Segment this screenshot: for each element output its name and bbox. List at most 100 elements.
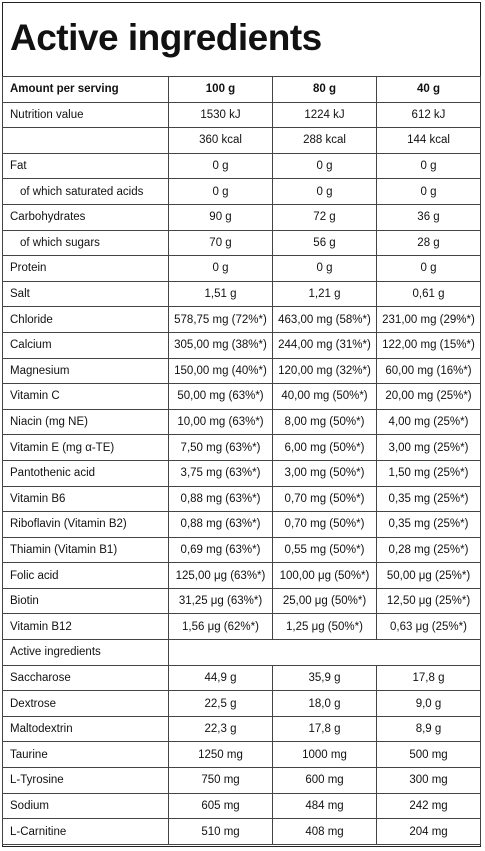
row-value: 70 g: [168, 229, 273, 257]
row-value: 3,00 mg (25%*): [376, 434, 481, 461]
row-value: 1,51 g: [168, 280, 273, 308]
row-value: 1,25 μg (50%*): [272, 613, 377, 641]
row-value: 605 mg: [168, 792, 273, 820]
row-label: Nutrition value: [2, 101, 169, 129]
row-value: 7,50 mg (63%*): [168, 434, 273, 461]
row-value: 20,00 mg (25%*): [376, 383, 481, 410]
table-row: Biotin 31,25 μg (63%*) 25,00 μg (50%*) 12,5…: [2, 587, 481, 615]
table-row: Salt 1,51 g 1,21 g 0,61 g: [2, 280, 481, 308]
row-value: 0 g: [376, 255, 481, 282]
row-value: 484 mg: [272, 792, 377, 820]
row-value: 305,00 mg (38%*): [168, 331, 273, 359]
row-value: 231,00 mg (29%*): [376, 306, 481, 333]
row-label: Saccharose: [2, 664, 169, 692]
row-value: 578,75 mg (72%*): [168, 306, 273, 333]
row-label: Pantothenic acid: [2, 459, 169, 487]
nutrition-table: Amount per serving 100 g 80 g 40 g Nutri…: [2, 76, 481, 845]
header-label: Amount per serving: [2, 76, 169, 103]
table-row: Vitamin C 50,00 mg (63%*) 40,00 mg (50%*) 2…: [2, 383, 481, 410]
table-row: Chloride 578,75 mg (72%*) 463,00 mg (58%*)…: [2, 306, 481, 333]
row-value: 204 mg: [376, 818, 481, 845]
table-row: Pantothenic acid 3,75 mg (63%*) 3,00 mg (5…: [2, 459, 481, 487]
row-value: 0,35 mg (25%*): [376, 485, 481, 513]
row-value: 8,00 mg (50%*): [272, 408, 377, 436]
row-value: 244,00 mg (31%*): [272, 331, 377, 359]
row-value: 50,00 mg (63%*): [168, 383, 273, 410]
row-value: 22,3 g: [168, 715, 273, 743]
row-value: 0,70 mg (50%*): [272, 511, 377, 538]
row-label: Riboflavin (Vitamin B2): [2, 511, 169, 538]
row-value: 0,70 mg (50%*): [272, 485, 377, 513]
table-row: Carbohydrates 90 g 72 g 36 g: [2, 203, 481, 231]
row-value: 408 mg: [272, 818, 377, 845]
header-column-80g: 80 g: [272, 76, 377, 103]
row-value: 510 mg: [168, 818, 273, 845]
row-value: 28 g: [376, 229, 481, 257]
row-value: 90 g: [168, 203, 273, 231]
row-value: 60,00 mg (16%*): [376, 357, 481, 385]
row-value: 25,00 μg (50%*): [272, 587, 377, 615]
row-value: 1,56 μg (62%*): [168, 613, 273, 641]
table-row: Niacin (mg NE) 10,00 mg (63%*) 8,00 mg (50…: [2, 408, 481, 436]
table-body: Nutrition value 1530 kJ 1224 kJ 612 kJ 360 k…: [2, 101, 481, 845]
row-label: Vitamin C: [2, 383, 169, 410]
row-label: Active ingredients: [2, 639, 169, 666]
row-label: Protein: [2, 255, 169, 282]
row-value: 120,00 mg (32%*): [272, 357, 377, 385]
row-value: 40,00 mg (50%*): [272, 383, 377, 410]
row-label: of which sugars: [2, 229, 169, 257]
table-row: Vitamin B6 0,88 mg (63%*) 0,70 mg (50%*) 0,…: [2, 485, 481, 513]
row-value: 3,00 mg (50%*): [272, 459, 377, 487]
row-value: 1224 kJ: [272, 101, 377, 129]
row-value: 0,28 mg (25%*): [376, 536, 481, 564]
row-value: [168, 639, 273, 666]
row-value: 0,55 mg (50%*): [272, 536, 377, 564]
row-label: Chloride: [2, 306, 169, 333]
row-value: 8,9 g: [376, 715, 481, 743]
row-value: 0 g: [376, 152, 481, 180]
row-value: 750 mg: [168, 767, 273, 794]
table-row: Saccharose 44,9 g 35,9 g 17,8 g: [2, 664, 481, 692]
row-value: 0 g: [168, 255, 273, 282]
row-value: 72 g: [272, 203, 377, 231]
row-value: 36 g: [376, 203, 481, 231]
row-value: 612 kJ: [376, 101, 481, 129]
table-row: L-Tyrosine 750 mg 600 mg 300 mg: [2, 767, 481, 794]
row-label: Biotin: [2, 587, 169, 615]
row-value: 4,00 mg (25%*): [376, 408, 481, 436]
row-label: Carbohydrates: [2, 203, 169, 231]
header-column-100g: 100 g: [168, 76, 273, 103]
row-value: [376, 639, 481, 666]
row-label: Vitamin E (mg α-TE): [2, 434, 169, 461]
table-row: Vitamin E (mg α-TE) 7,50 mg (63%*) 6,00 mg…: [2, 434, 481, 461]
row-value: 31,25 μg (63%*): [168, 587, 273, 615]
row-value: 300 mg: [376, 767, 481, 794]
row-value: 50,00 μg (25%*): [376, 562, 481, 589]
table-row: Riboflavin (Vitamin B2) 0,88 mg (63%*) 0,7…: [2, 511, 481, 538]
row-label: Taurine: [2, 741, 169, 769]
header-column-40g: 40 g: [376, 76, 481, 103]
row-label: Magnesium: [2, 357, 169, 385]
row-value: 17,8 g: [272, 715, 377, 743]
row-value: 22,5 g: [168, 690, 273, 717]
row-value: 1,21 g: [272, 280, 377, 308]
row-value: 1530 kJ: [168, 101, 273, 129]
row-label: Calcium: [2, 331, 169, 359]
table-row: Vitamin B12 1,56 μg (62%*) 1,25 μg (50%*) 0…: [2, 613, 481, 641]
row-label: L-Tyrosine: [2, 767, 169, 794]
table-header-row: Amount per serving 100 g 80 g 40 g: [2, 76, 481, 103]
row-value: 288 kcal: [272, 127, 377, 154]
row-value: [272, 639, 377, 666]
row-value: 100,00 μg (50%*): [272, 562, 377, 589]
row-value: 0 g: [168, 178, 273, 205]
row-value: 144 kcal: [376, 127, 481, 154]
table-row: Dextrose 22,5 g 18,0 g 9,0 g: [2, 690, 481, 717]
row-label: Sodium: [2, 792, 169, 820]
table-row: Active ingredients: [2, 639, 481, 666]
row-value: 17,8 g: [376, 664, 481, 692]
row-value: 0,69 mg (63%*): [168, 536, 273, 564]
row-label: of which saturated acids: [2, 178, 169, 205]
